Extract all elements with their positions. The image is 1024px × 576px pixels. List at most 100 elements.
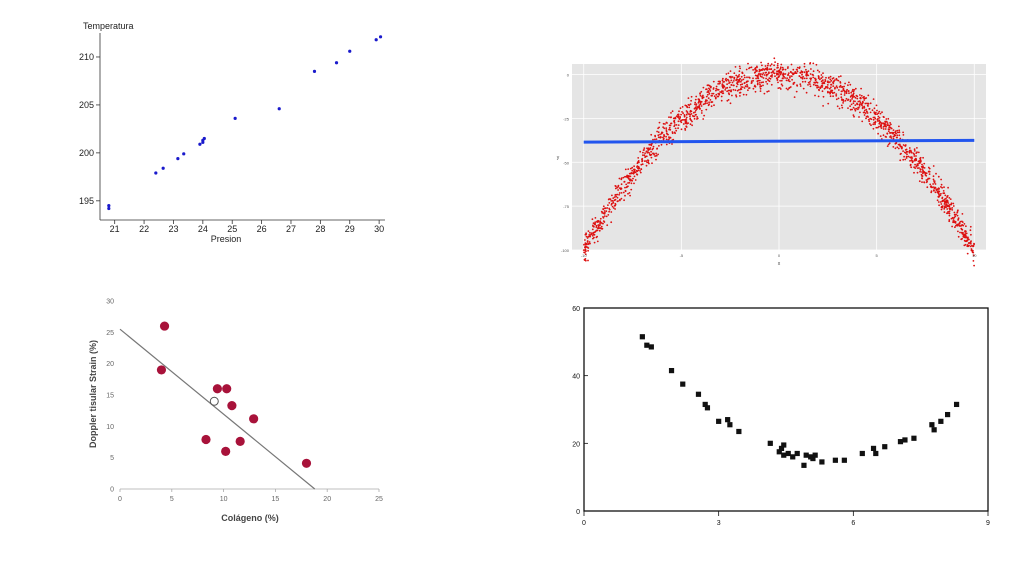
data-point	[731, 81, 734, 84]
data-point	[810, 455, 816, 462]
data-point	[841, 86, 844, 88]
data-point	[951, 209, 954, 211]
data-point	[762, 77, 765, 79]
data-point	[946, 212, 948, 215]
x-tick-label: 23	[168, 224, 178, 234]
data-point	[768, 77, 771, 79]
data-point	[919, 161, 921, 164]
data-point	[620, 192, 623, 194]
data-point	[608, 210, 610, 213]
data-point	[842, 87, 845, 90]
data-point	[916, 163, 919, 165]
data-point	[801, 80, 804, 83]
data-point	[792, 82, 795, 85]
data-point	[735, 94, 737, 97]
data-point	[913, 158, 916, 161]
data-point	[739, 67, 741, 70]
data-point	[812, 452, 818, 458]
data-point	[850, 91, 853, 94]
data-point	[665, 135, 667, 138]
data-point	[873, 111, 876, 113]
data-point	[917, 151, 920, 154]
data-point	[762, 81, 764, 84]
data-point	[791, 72, 794, 74]
data-point	[738, 88, 740, 91]
data-point	[935, 172, 937, 175]
data-point	[884, 122, 887, 124]
data-point	[913, 171, 915, 174]
data-point	[765, 68, 768, 71]
data-point	[921, 168, 924, 170]
data-point	[742, 78, 745, 81]
data-point	[698, 104, 701, 106]
data-point	[885, 118, 888, 120]
data-point	[956, 210, 959, 213]
data-point	[654, 134, 656, 137]
data-point	[950, 217, 953, 220]
data-point	[812, 70, 815, 73]
data-point	[889, 122, 891, 124]
data-point	[906, 153, 908, 156]
data-point	[637, 157, 640, 159]
data-point	[818, 89, 820, 92]
x-axis-label: Presion	[211, 234, 242, 244]
data-point	[805, 74, 808, 77]
data-point	[698, 106, 700, 109]
data-point	[613, 196, 616, 199]
data-point	[648, 344, 654, 350]
data-point	[760, 73, 762, 75]
data-point	[701, 95, 703, 98]
data-point	[969, 229, 972, 232]
data-point	[968, 242, 970, 244]
data-point	[951, 207, 954, 209]
data-point	[772, 71, 774, 74]
data-point	[865, 97, 868, 99]
data-point	[851, 96, 854, 99]
data-point	[611, 194, 613, 197]
data-point	[940, 183, 943, 186]
data-point	[902, 134, 905, 136]
data-point	[878, 116, 881, 119]
data-point	[599, 217, 602, 220]
data-point	[930, 191, 933, 194]
data-point	[233, 116, 237, 120]
data-point	[899, 153, 902, 155]
data-point	[597, 220, 600, 223]
data-point	[969, 225, 972, 228]
data-point	[668, 367, 675, 374]
data-point	[752, 69, 754, 71]
data-point	[710, 105, 713, 108]
data-point	[768, 80, 771, 83]
data-point	[843, 92, 846, 94]
data-point	[781, 452, 787, 458]
data-point	[729, 81, 731, 84]
data-point	[953, 401, 960, 408]
data-point	[836, 79, 838, 81]
data-point	[694, 101, 697, 104]
data-point	[817, 77, 820, 80]
data-point	[746, 85, 748, 88]
data-point	[948, 197, 951, 199]
data-point	[845, 91, 848, 93]
data-point	[722, 90, 724, 93]
x-axis-label: Colágeno (%)	[221, 513, 279, 523]
data-point	[835, 94, 838, 97]
data-point	[591, 218, 594, 221]
data-point	[750, 80, 753, 83]
data-point	[710, 101, 713, 104]
data-point	[695, 103, 698, 106]
data-point	[684, 122, 687, 125]
data-point	[742, 93, 745, 96]
data-point	[657, 127, 659, 130]
data-point	[712, 87, 715, 89]
data-point	[715, 89, 717, 92]
data-point	[770, 68, 773, 70]
data-point	[955, 224, 957, 227]
data-point	[830, 79, 833, 82]
data-point	[938, 190, 941, 193]
x-tick-label: 15	[272, 496, 280, 503]
data-point	[756, 66, 758, 69]
data-point	[888, 142, 891, 145]
data-point	[781, 77, 784, 80]
y-axis: 0 5 10 15 20 25 30	[106, 299, 114, 494]
